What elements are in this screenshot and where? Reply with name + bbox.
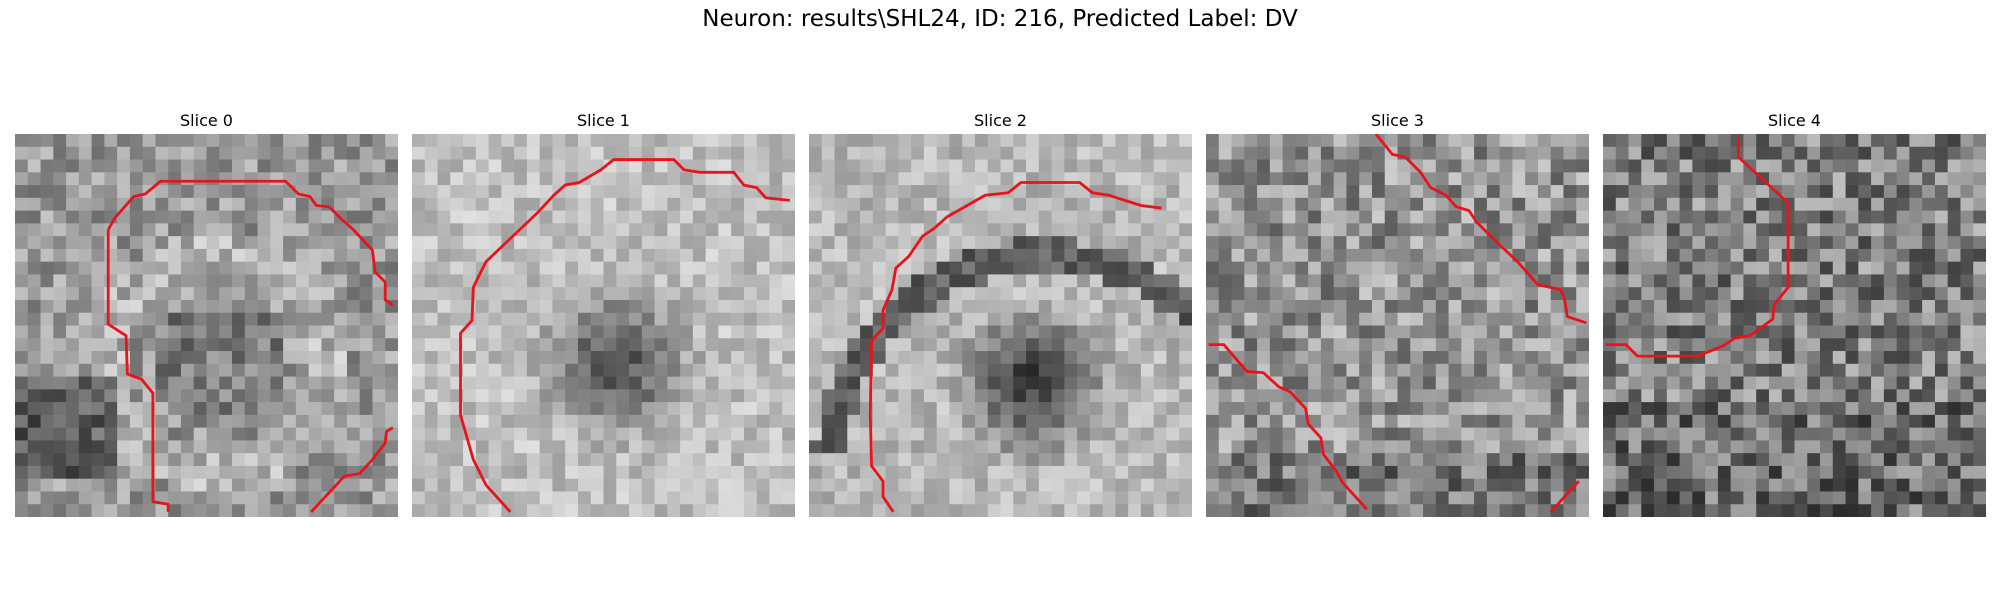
contour-line (1374, 134, 1587, 325)
slice-image (412, 134, 795, 517)
figure-title: Neuron: results\SHL24, ID: 216, Predicte… (702, 6, 1298, 32)
slice-title: Slice 0 (180, 111, 233, 130)
slice-title: Slice 3 (1371, 111, 1424, 130)
slice-image (1206, 134, 1589, 517)
contour-line (1605, 136, 1790, 358)
slice-panel: Slice 1 (412, 108, 795, 517)
slice-panel: Slice 3 (1206, 108, 1589, 517)
slice-panel: Slice 4 (1603, 108, 1986, 517)
slice-title: Slice 2 (974, 111, 1027, 130)
slice-title: Slice 4 (1768, 111, 1821, 130)
slice-image (15, 134, 398, 517)
contour-line (868, 181, 1162, 513)
contour-line (1208, 343, 1368, 511)
slice-panel: Slice 2 (809, 108, 1192, 517)
contour-line (106, 179, 394, 307)
contour-line (1549, 480, 1580, 513)
contour-line (459, 158, 791, 513)
slice-image (809, 134, 1192, 517)
slice-title: Slice 1 (577, 111, 630, 130)
slice-image (1603, 134, 1986, 517)
slice-panel: Slice 0 (15, 108, 398, 517)
contour-line (106, 229, 170, 512)
contour-line (310, 426, 394, 513)
